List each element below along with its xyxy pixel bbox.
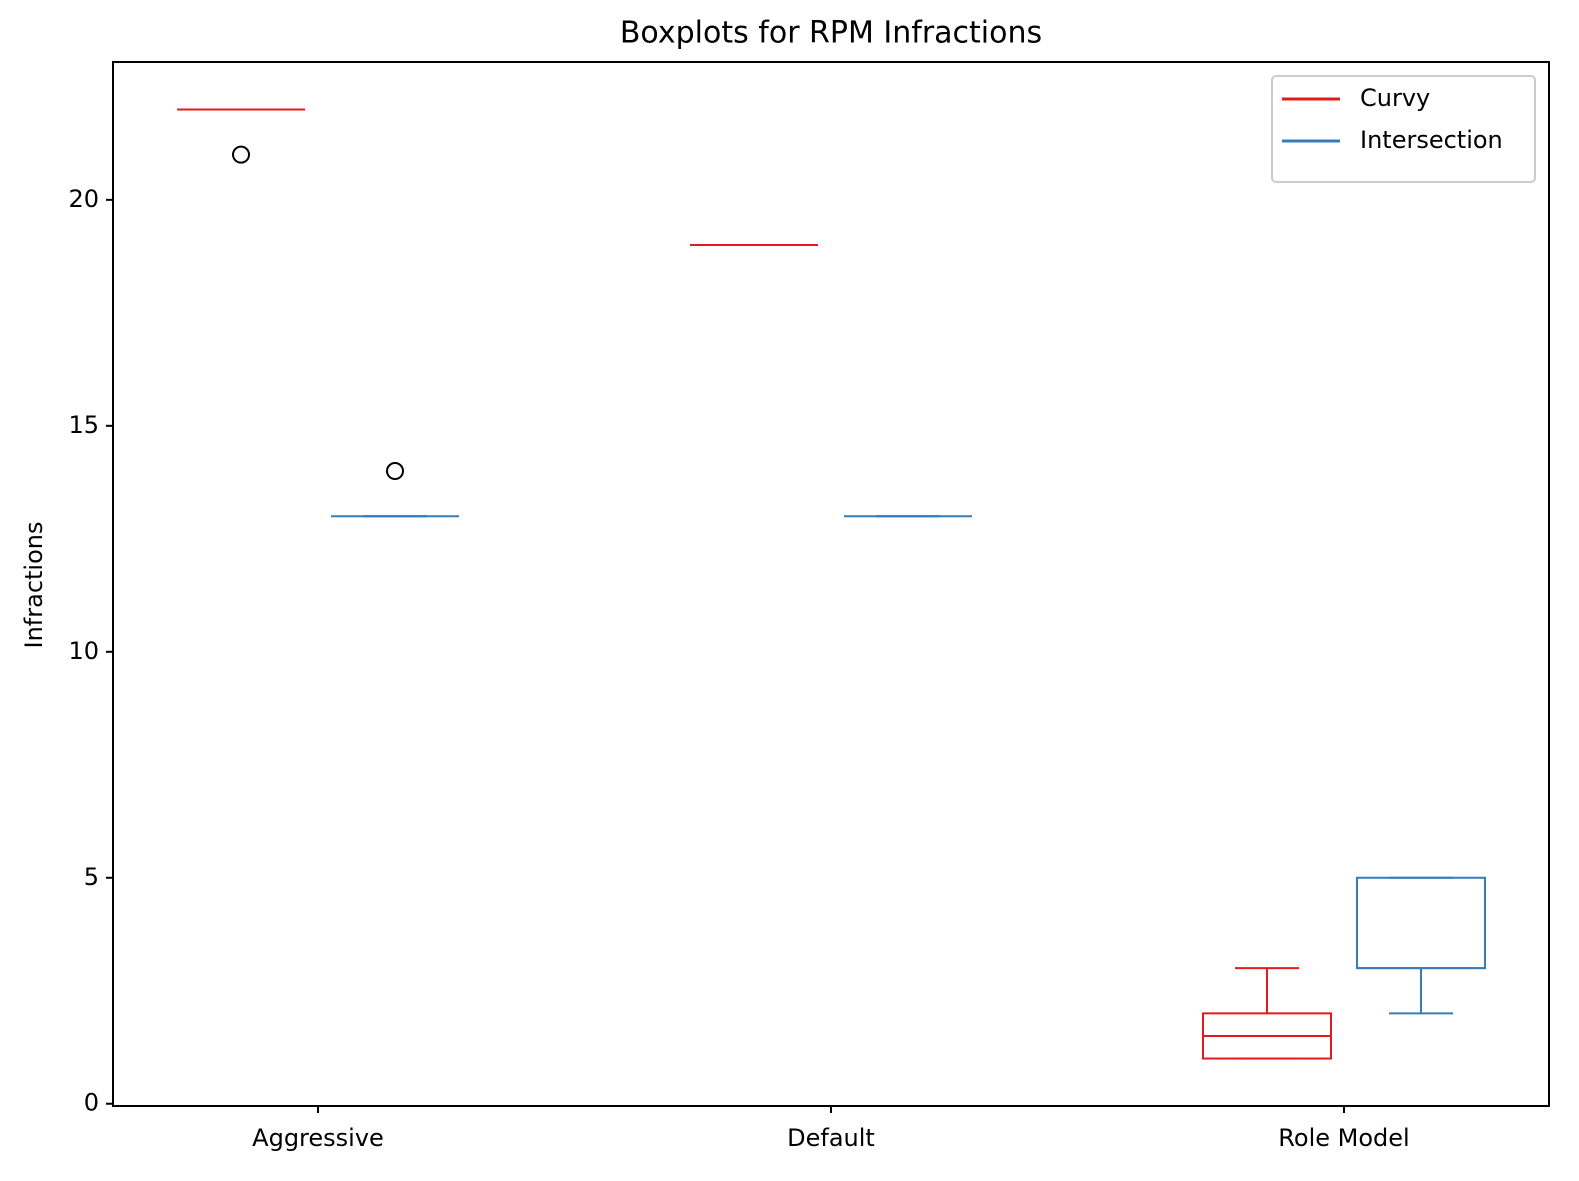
y-tick-label: 15 (68, 411, 99, 439)
legend-label: Curvy (1360, 84, 1430, 112)
y-tick-label: 10 (68, 637, 99, 665)
y-axis-label: Infractions (20, 522, 48, 649)
legend-box (1271, 75, 1536, 183)
y-tick-label: 0 (84, 1089, 99, 1117)
chart-title: Boxplots for RPM Infractions (620, 16, 1042, 51)
x-tick-label: Default (787, 1124, 875, 1152)
x-tick-label: Aggressive (252, 1124, 384, 1152)
outlier (386, 462, 404, 481)
y-tick-label: 20 (68, 185, 99, 213)
y-tick-label: 5 (84, 863, 99, 891)
legend-label: Intersection (1360, 126, 1503, 154)
x-tick-label: Role Model (1278, 1124, 1409, 1152)
outlier (232, 145, 250, 164)
